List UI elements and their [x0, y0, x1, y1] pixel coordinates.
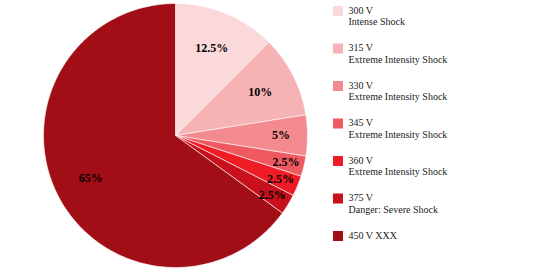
svg-text:300 VIntense Shock: 300 VIntense Shock	[349, 5, 405, 28]
svg-text:360 VExtreme Intensity Shock: 360 VExtreme Intensity Shock	[349, 155, 448, 178]
svg-text:375 VDanger: Severe Shock: 375 VDanger: Severe Shock	[349, 192, 438, 215]
svg-text:450 V XXX: 450 V XXX	[349, 230, 398, 241]
svg-text:65%: 65%	[79, 171, 103, 185]
svg-text:315 VExtreme Intensity Shock: 315 VExtreme Intensity Shock	[349, 42, 448, 65]
svg-text:2.5%: 2.5%	[267, 172, 294, 186]
svg-text:2.5%: 2.5%	[272, 155, 299, 169]
svg-text:330 VExtreme Intensity Shock: 330 VExtreme Intensity Shock	[349, 80, 448, 103]
svg-text:5%: 5%	[272, 128, 290, 142]
svg-text:2.5%: 2.5%	[259, 188, 286, 202]
svg-text:345 VExtreme Intensity Shock: 345 VExtreme Intensity Shock	[349, 117, 448, 140]
svg-text:10%: 10%	[248, 85, 272, 99]
svg-text:12.5%: 12.5%	[195, 41, 228, 55]
